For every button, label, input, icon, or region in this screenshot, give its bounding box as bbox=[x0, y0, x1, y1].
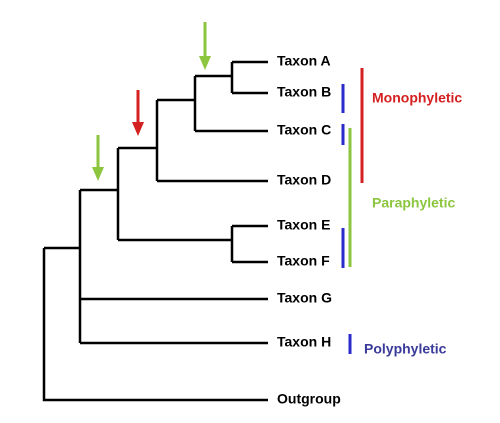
taxon-label: Outgroup bbox=[277, 391, 341, 407]
arrows bbox=[92, 22, 211, 181]
taxon-label: Taxon D bbox=[277, 172, 331, 188]
taxon-label: Taxon F bbox=[277, 253, 330, 269]
taxon-labels: Taxon A Taxon B Taxon C Taxon D Taxon E … bbox=[277, 53, 341, 407]
tree-branches bbox=[42, 60, 268, 402]
taxon-label: Taxon A bbox=[277, 53, 331, 69]
group-label: Paraphyletic bbox=[372, 195, 455, 211]
taxon-label: Taxon E bbox=[277, 217, 330, 233]
group-label: Polyphyletic bbox=[364, 341, 447, 357]
taxon-label: Taxon G bbox=[277, 290, 332, 306]
taxon-label: Taxon B bbox=[277, 84, 331, 100]
taxon-label: Taxon C bbox=[277, 122, 331, 138]
taxon-label: Taxon H bbox=[277, 334, 331, 350]
group-bars bbox=[341, 68, 364, 354]
group-label: Monophyletic bbox=[372, 90, 462, 106]
